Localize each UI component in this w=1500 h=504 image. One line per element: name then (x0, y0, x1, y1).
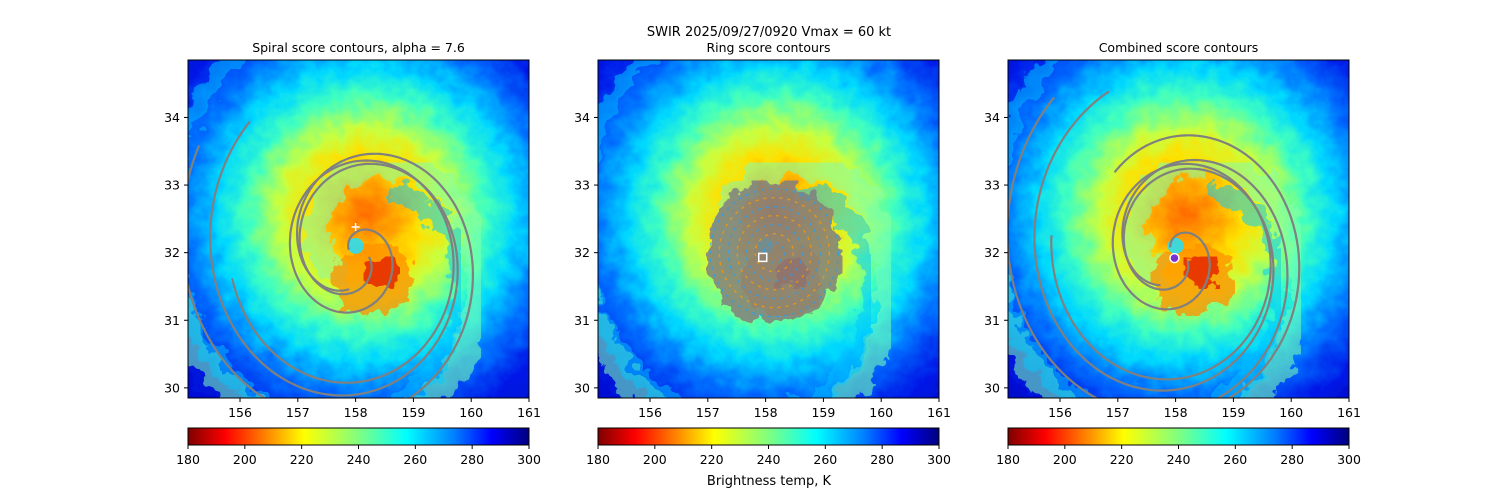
x-tick-label: 158 (344, 405, 368, 420)
cloud-band (1008, 60, 1290, 398)
x-tick-label: 156 (1048, 405, 1072, 420)
x-tick-label: 158 (754, 405, 778, 420)
colorbar-tick-label: 220 (1110, 452, 1134, 467)
y-tick-label: 32 (984, 245, 1000, 260)
colorbar-tick-label: 180 (176, 452, 200, 467)
spiral-contour-line (208, 120, 459, 397)
y-tick-label: 34 (574, 110, 590, 125)
colorbar-tick-label: 200 (643, 452, 667, 467)
colorbar-tick-label: 280 (460, 452, 484, 467)
y-tick-label: 32 (574, 245, 590, 260)
colorbar-tick-label: 240 (1167, 452, 1191, 467)
x-tick-label: 160 (869, 405, 893, 420)
ring-contour-line (718, 196, 830, 309)
cloud-band (1008, 149, 1314, 398)
x-tick-label: 158 (1164, 405, 1188, 420)
y-tick-label: 34 (984, 110, 1000, 125)
panel-title: Spiral score contours, alpha = 7.6 (252, 40, 465, 55)
y-tick-label: 31 (984, 313, 1000, 328)
x-tick-label: 159 (401, 405, 425, 420)
colorbar-tick-label: 260 (1223, 452, 1247, 467)
ring-contour-line (709, 187, 839, 318)
colorbar (597, 427, 940, 446)
center-marker-circle (1169, 252, 1180, 264)
y-tick-label: 30 (984, 380, 1000, 395)
colorbar-tick-label: 220 (700, 452, 724, 467)
x-tick-label: 159 (811, 405, 835, 420)
center-marker-plus (351, 222, 360, 231)
panel-title: Combined score contours (1099, 40, 1259, 55)
colorbar-tick-label: 300 (1337, 452, 1361, 467)
colorbar-tick-label: 200 (1053, 452, 1077, 467)
y-tick-label: 33 (984, 178, 1000, 193)
colorbar (1007, 427, 1350, 446)
x-tick-label: 161 (927, 405, 951, 420)
center-marker-square (757, 252, 768, 263)
colorbar-tick-label: 300 (517, 452, 541, 467)
colorbar (187, 427, 530, 446)
y-tick-label: 33 (574, 178, 590, 193)
y-tick-label: 31 (164, 313, 180, 328)
colorbar-tick-label: 300 (927, 452, 951, 467)
colorbar-tick-label: 220 (290, 452, 314, 467)
spiral-contour-line (1008, 96, 1289, 398)
x-tick-label: 157 (696, 405, 720, 420)
spiral-contour-line (1050, 162, 1272, 381)
x-tick-label: 161 (517, 405, 541, 420)
hot-spot (363, 256, 400, 289)
brightness-image (598, 60, 939, 398)
y-tick-label: 30 (164, 380, 180, 395)
spiral-contour-line (231, 159, 455, 384)
y-tick-label: 31 (574, 313, 590, 328)
colorbar-tick-label: 280 (1280, 452, 1304, 467)
figure-suptitle: SWIR 2025/09/27/0920 Vmax = 60 kt (647, 25, 891, 40)
x-tick-label: 156 (638, 405, 662, 420)
y-tick-label: 34 (164, 110, 180, 125)
colorbar-label: Brightness temp, K (707, 474, 832, 489)
hot-spot (1183, 256, 1220, 289)
panel-2: Ring score contours 156 157 158 159 160 161 30 3… (574, 40, 951, 467)
x-tick-label: 156 (228, 405, 252, 420)
colorbar-tick-label: 240 (347, 452, 371, 467)
x-tick-label: 157 (286, 405, 310, 420)
ring-contour-line (736, 214, 812, 291)
colorbar-tick-label: 200 (233, 452, 257, 467)
panel-title: Ring score contours (706, 40, 830, 55)
colorbar-tick-label: 260 (403, 452, 427, 467)
brightness-image (1008, 60, 1349, 398)
y-tick-label: 30 (574, 380, 590, 395)
axes-frame (187, 59, 530, 399)
spiral-contour-line (1113, 134, 1301, 398)
colorbar-tick-label: 240 (757, 452, 781, 467)
brightness-image (188, 60, 529, 398)
ring-contour-line (727, 205, 821, 300)
axes-frame (1007, 59, 1350, 399)
x-tick-label: 161 (1337, 405, 1361, 420)
colorbar-tick-label: 180 (586, 452, 610, 467)
axes-frame (597, 59, 940, 399)
colorbar-tick-label: 280 (870, 452, 894, 467)
x-tick-label: 160 (459, 405, 483, 420)
ring-contour-line (763, 241, 785, 264)
cloud-band (188, 149, 494, 398)
colorbar-tick-label: 180 (996, 452, 1020, 467)
cloud-band (598, 60, 880, 398)
ring-contour-line (745, 223, 803, 282)
y-tick-label: 32 (164, 245, 180, 260)
x-tick-label: 159 (1221, 405, 1245, 420)
ring-score-field (706, 180, 843, 325)
spiral-contour-line (1033, 90, 1275, 392)
colorbar-tick-label: 260 (813, 452, 837, 467)
x-tick-label: 160 (1279, 405, 1303, 420)
y-tick-label: 33 (164, 178, 180, 193)
panel-3: Combined score contours 156 157 158 159 160 16… (984, 40, 1361, 467)
panel-1: Spiral score contours, alpha = 7.6 156 157… (164, 40, 541, 467)
x-tick-label: 157 (1106, 405, 1130, 420)
ring-contour-line (754, 232, 794, 273)
storm-eye (347, 237, 364, 254)
spiral-contour-line (188, 145, 474, 398)
